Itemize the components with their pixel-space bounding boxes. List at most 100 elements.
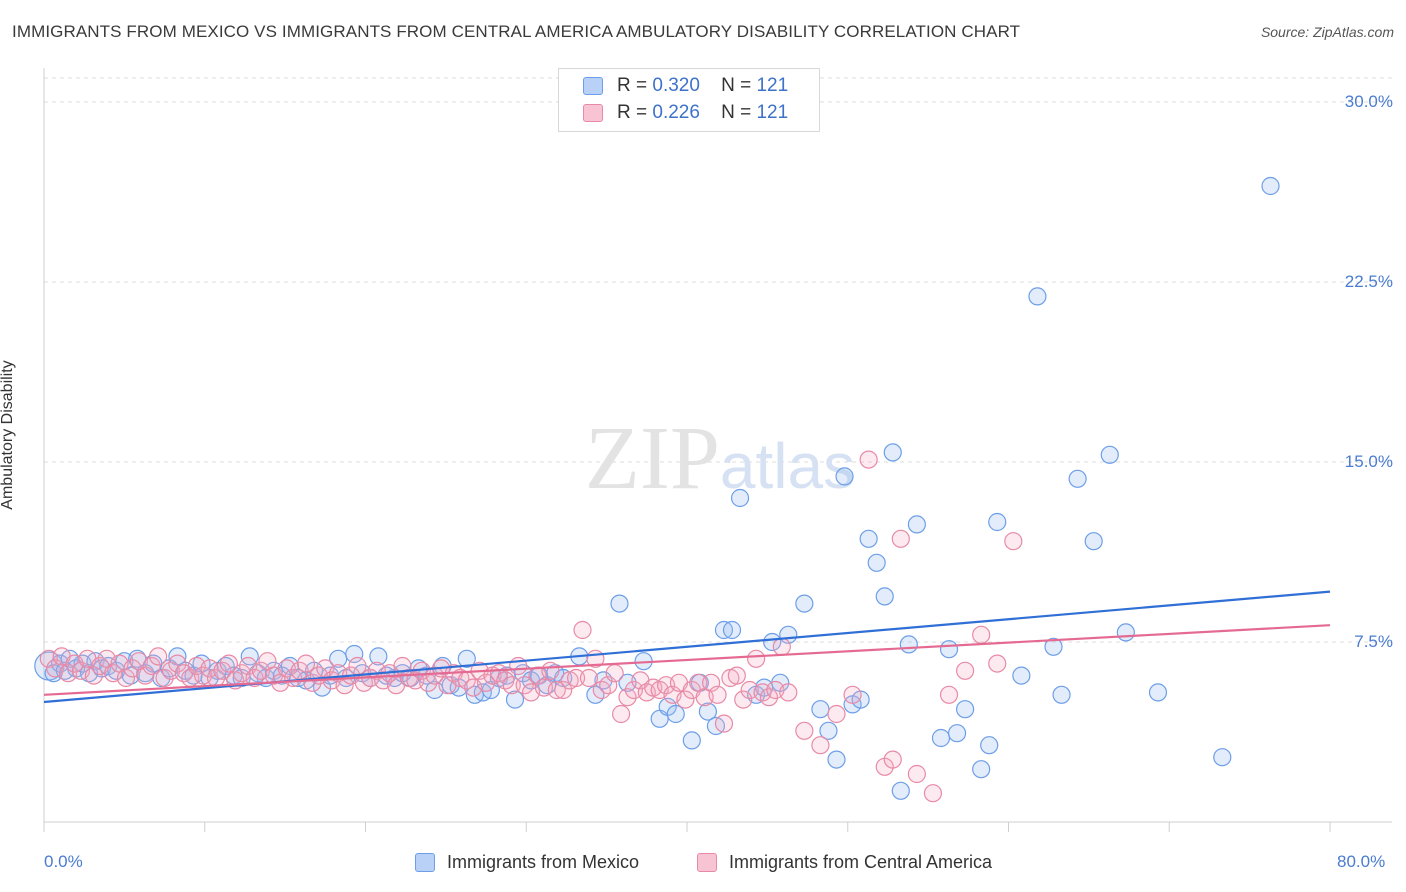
point-mexico <box>666 704 685 724</box>
point-mexico <box>907 515 926 534</box>
point-mexico <box>939 640 959 659</box>
point-mexico <box>730 488 750 508</box>
point-central-america <box>827 704 846 724</box>
point-central-america <box>988 654 1007 673</box>
point-mexico <box>955 700 975 719</box>
series-legend-swatch-mexico <box>415 853 435 872</box>
point-central-america <box>579 668 599 688</box>
point-central-america <box>907 764 926 784</box>
legend-swatch-mexico <box>583 77 603 95</box>
point-central-america <box>883 750 902 769</box>
point-mexico <box>369 647 388 666</box>
point-central-america <box>155 668 174 688</box>
y-tick-label: 7.5% <box>1354 632 1393 651</box>
series-legend-swatch-central-america <box>697 853 717 872</box>
point-central-america <box>566 668 586 688</box>
point-mexico <box>859 529 878 548</box>
point-central-america <box>759 688 779 707</box>
point-central-america <box>1004 532 1023 551</box>
point-mexico <box>722 620 742 640</box>
point-central-america <box>476 673 496 692</box>
point-central-america <box>573 620 592 640</box>
y-tick-label: 30.0% <box>1344 92 1393 111</box>
point-central-america <box>618 688 637 707</box>
y-tick-label: 15.0% <box>1344 452 1393 471</box>
point-central-america <box>84 666 103 685</box>
point-mexico <box>1068 469 1087 488</box>
point-central-america <box>676 690 695 709</box>
x-tick-label-min: 0.0% <box>44 852 83 871</box>
point-mexico <box>763 632 782 652</box>
point-central-america <box>116 668 136 688</box>
point-central-america <box>296 654 316 673</box>
point-mexico <box>835 467 854 486</box>
point-mexico <box>899 635 918 654</box>
point-mexico <box>1084 532 1103 551</box>
point-central-america <box>502 676 521 695</box>
point-mexico <box>931 728 951 748</box>
point-mexico <box>883 443 902 462</box>
point-mexico <box>795 594 814 613</box>
source-label: Source: ZipAtlas.com <box>1260 24 1394 40</box>
point-central-america <box>972 625 991 644</box>
point-central-america <box>142 656 161 676</box>
point-central-america <box>811 736 830 755</box>
point-mexico <box>121 666 140 685</box>
point-mexico <box>682 731 701 750</box>
point-central-america <box>795 721 814 740</box>
point-mexico <box>457 649 476 668</box>
point-mexico <box>1116 623 1135 642</box>
point-central-america <box>747 649 766 668</box>
x-tick-label-max: 80.0% <box>1337 852 1386 871</box>
point-central-america <box>891 529 910 548</box>
legend-swatch-central-america <box>583 104 603 122</box>
point-mexico <box>1213 748 1232 767</box>
point-central-america <box>554 680 573 700</box>
point-central-america <box>547 680 566 700</box>
point-central-america <box>734 690 753 709</box>
point-central-america <box>923 784 943 803</box>
point-central-america <box>348 656 367 676</box>
point-mexico <box>1100 445 1119 464</box>
chart-title: IMMIGRANTS FROM MEXICO VS IMMIGRANTS FRO… <box>12 22 1021 41</box>
point-central-america <box>843 685 862 704</box>
point-mexico <box>811 700 830 719</box>
point-central-america <box>515 676 534 695</box>
trend-line-central-america <box>43 624 1331 696</box>
point-central-america <box>714 714 734 733</box>
point-mexico <box>698 702 717 721</box>
point-mexico <box>345 644 364 664</box>
point-central-america <box>708 685 727 704</box>
point-mexico <box>1261 176 1280 196</box>
point-central-america <box>168 654 187 673</box>
point-mexico <box>1148 683 1168 702</box>
watermark: ZIPatlas <box>585 409 855 508</box>
point-central-america <box>955 661 975 680</box>
point-mexico <box>891 781 910 800</box>
point-mexico <box>819 721 838 740</box>
point-central-america <box>425 666 444 685</box>
point-central-america <box>611 704 631 724</box>
point-central-america <box>136 666 155 685</box>
point-mexico <box>947 724 967 743</box>
point-central-america <box>727 666 746 685</box>
point-mexico <box>980 736 999 755</box>
point-mexico <box>875 587 894 606</box>
point-central-america <box>859 450 878 469</box>
point-central-america <box>772 637 791 656</box>
point-mexico <box>867 553 886 572</box>
point-mexico <box>972 760 991 779</box>
point-central-america <box>939 685 959 704</box>
point-mexico <box>1012 666 1031 685</box>
point-mexico <box>1052 685 1071 704</box>
correlation-legend: R = 0.320 N = 121 R = 0.226 N = 121 <box>558 68 820 132</box>
point-mexico <box>610 594 629 613</box>
point-mexico <box>827 750 846 769</box>
point-mexico <box>1028 287 1047 306</box>
point-central-america <box>213 661 232 680</box>
point-central-america <box>219 654 238 673</box>
point-mexico <box>1044 637 1063 656</box>
point-central-america <box>541 661 560 680</box>
point-central-america <box>779 683 798 702</box>
